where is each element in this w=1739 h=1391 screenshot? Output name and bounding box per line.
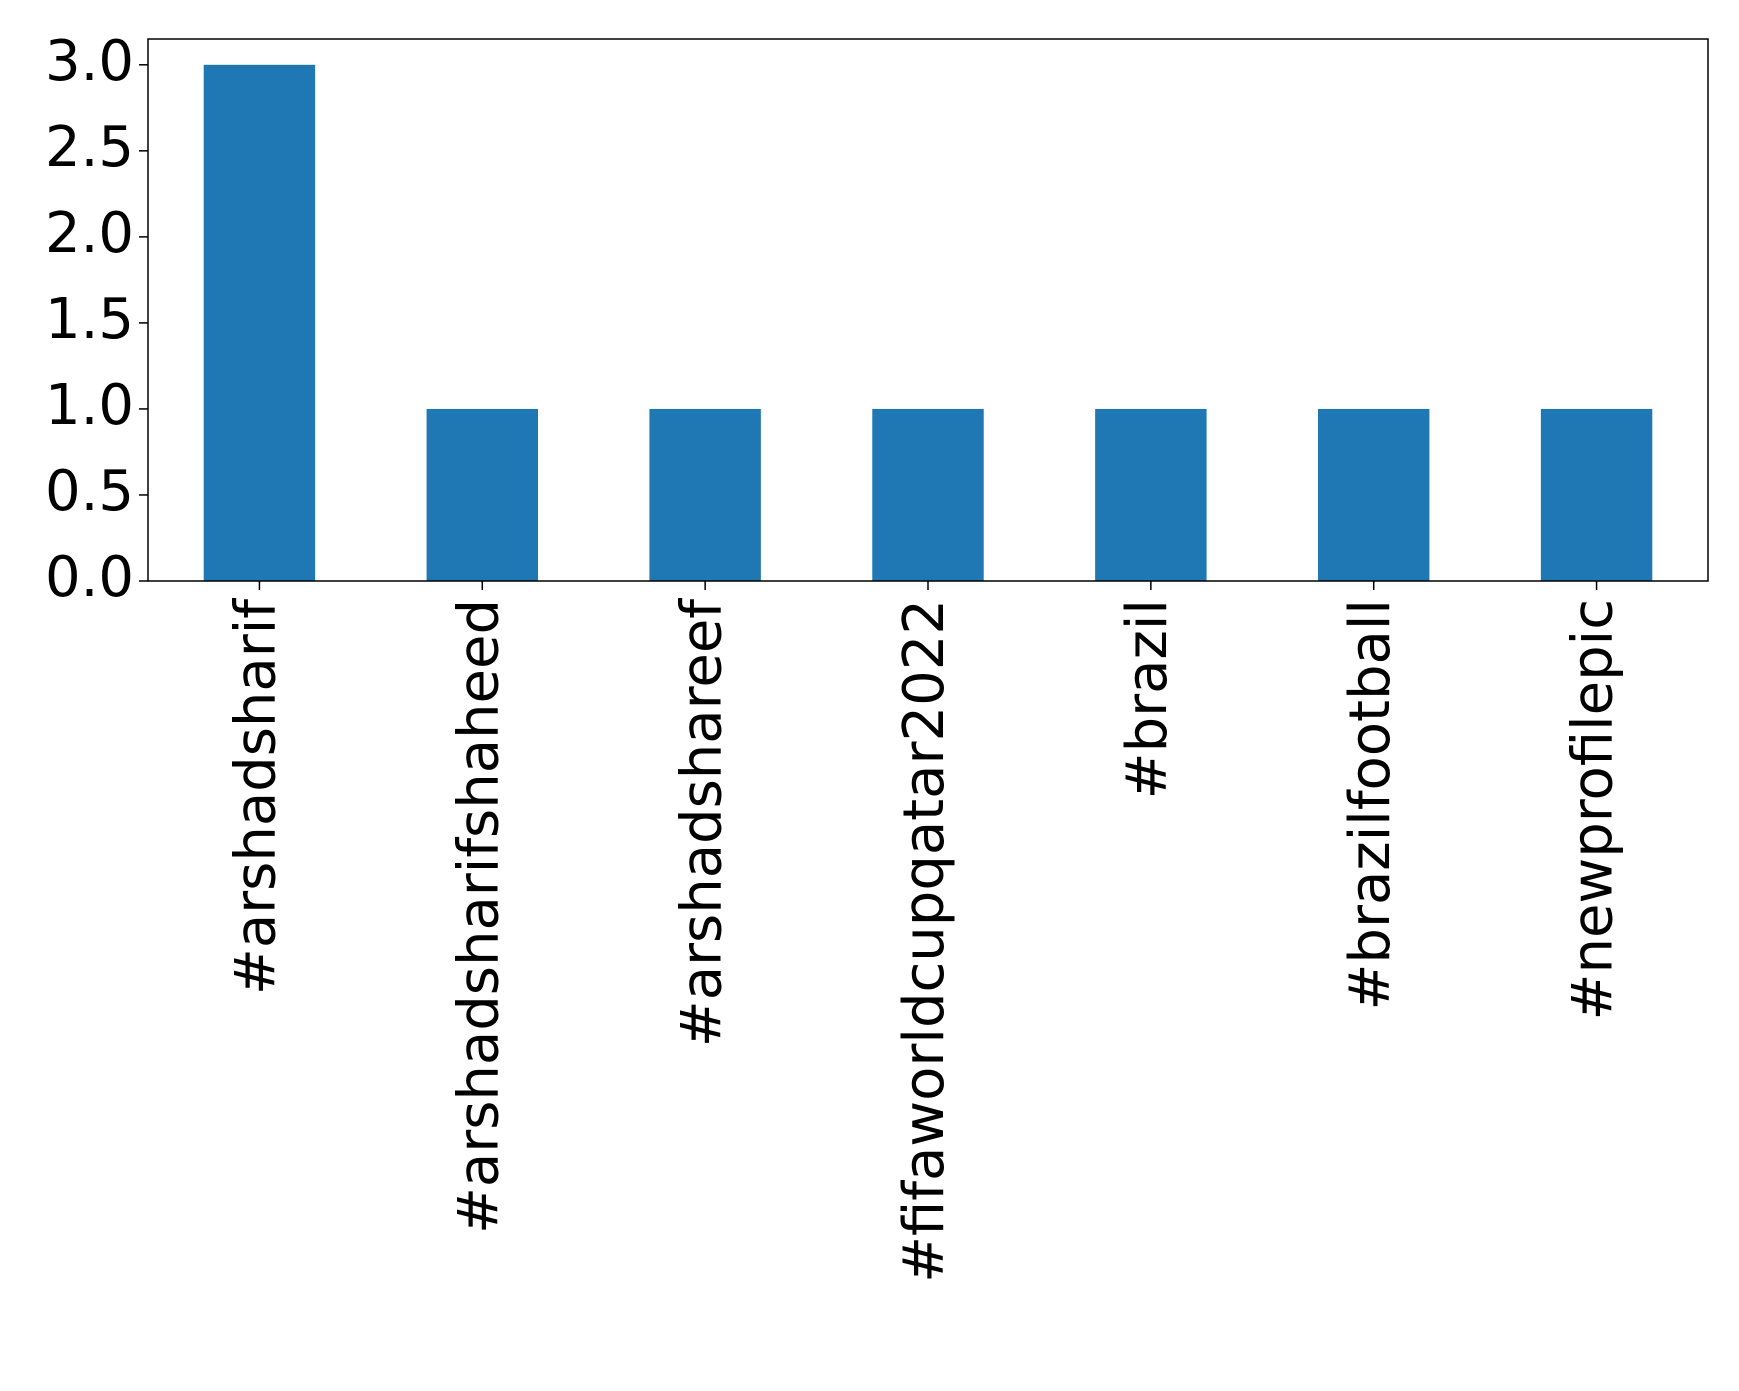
- y-tick-label: 1.5: [45, 287, 134, 352]
- x-tick-label: #arshadsharif: [224, 598, 289, 995]
- bar: [1318, 408, 1430, 581]
- bar: [872, 408, 984, 581]
- x-tick-label: #fifaworldcupqatar2022: [892, 599, 957, 1283]
- y-tick-label: 2.5: [45, 115, 134, 180]
- x-tick-label: #newprofilepic: [1561, 599, 1626, 1020]
- y-tick-label: 0.0: [45, 545, 134, 610]
- bar: [649, 408, 761, 581]
- x-tick-label: #arshadsharifshaheed: [446, 599, 511, 1234]
- y-tick-label: 1.0: [45, 373, 134, 438]
- plot-frame: [147, 38, 1709, 582]
- x-tick-label: #brazilfootball: [1338, 599, 1403, 1011]
- bar: [426, 408, 538, 581]
- x-tick-label: #brazil: [1115, 599, 1180, 799]
- bar: [1095, 408, 1207, 581]
- y-tick-label: 2.0: [45, 201, 134, 266]
- y-tick-label: 0.5: [45, 459, 134, 524]
- bar: [1540, 408, 1653, 581]
- y-tick-label: 3.0: [45, 29, 134, 94]
- x-tick-label: #arshadshareef: [669, 598, 734, 1047]
- bar: [203, 64, 316, 582]
